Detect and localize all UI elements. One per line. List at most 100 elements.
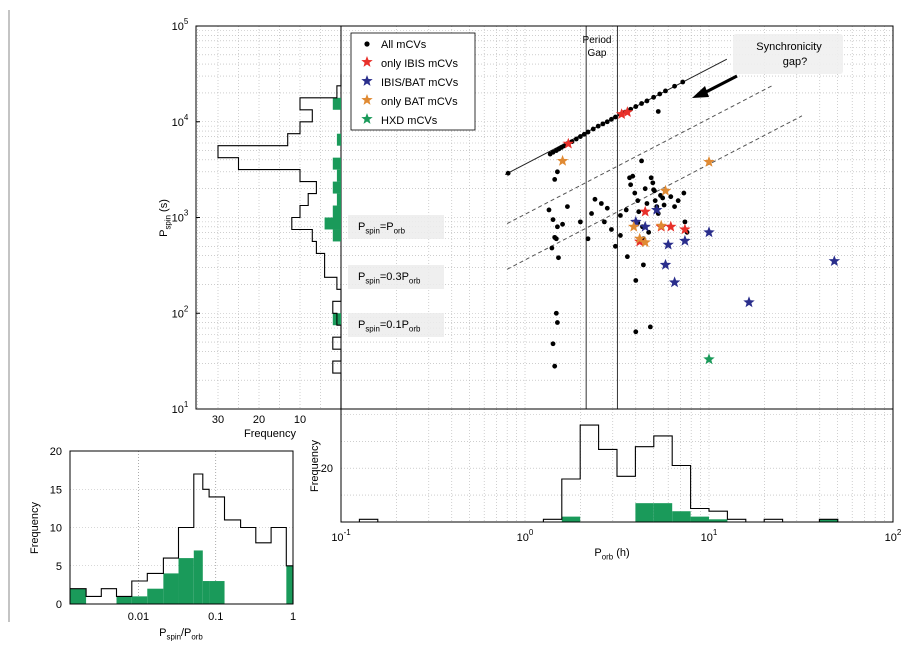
y-tick-label: 105 <box>172 17 189 33</box>
data-point <box>668 194 674 200</box>
x-tick-label: 20 <box>253 414 265 426</box>
data-point <box>585 129 591 135</box>
x-axis-label: Frequency <box>244 428 296 440</box>
reference-label-box <box>348 215 444 239</box>
x-tick-label: 0.1 <box>208 611 223 623</box>
data-point-star <box>630 215 642 227</box>
data-point <box>636 209 642 215</box>
data-point <box>651 187 657 193</box>
data-point <box>550 341 556 347</box>
reference-label-box <box>348 313 444 337</box>
legend-entry: IBIS/BAT mCVs <box>381 77 459 89</box>
data-point <box>633 278 639 283</box>
hxd-bar <box>332 181 341 194</box>
data-point <box>680 79 686 85</box>
hxd-bar <box>332 97 341 110</box>
hxd-bar <box>653 503 673 522</box>
data-point-star <box>628 220 640 232</box>
bottom-frame <box>340 408 894 523</box>
y-axis-label: Pspin (s) <box>158 199 172 237</box>
data-point-star <box>634 232 646 244</box>
data-point-star <box>639 220 651 232</box>
x-tick-label: 30 <box>212 414 224 426</box>
data-point <box>577 219 583 225</box>
left-frequency-histogram: 30 20 10 Frequency <box>212 73 342 440</box>
data-point <box>546 207 552 213</box>
hxd-bar <box>332 157 341 170</box>
data-point <box>555 224 560 230</box>
main-data-points <box>505 79 841 369</box>
data-point-star <box>621 106 634 117</box>
data-point-star <box>662 238 674 250</box>
legend-marker <box>361 56 373 67</box>
y-tick-label: 102 <box>172 304 189 320</box>
data-point <box>651 94 657 100</box>
data-point-star <box>651 203 663 215</box>
data-point <box>655 109 661 114</box>
data-point <box>552 363 558 369</box>
annotation-label: Synchronicity <box>756 41 822 53</box>
data-point <box>648 175 654 181</box>
legend-entry: HXD mCVs <box>381 115 438 127</box>
data-point-star <box>562 137 574 149</box>
data-point <box>644 98 650 104</box>
all-mcvs-step <box>341 424 893 523</box>
y-tick-label: 103 <box>172 209 189 225</box>
data-point <box>577 134 583 139</box>
data-point <box>550 217 556 223</box>
hxd-bar <box>209 581 225 604</box>
hxd-bar <box>709 519 728 522</box>
hxd-bar <box>286 565 293 604</box>
data-point <box>639 101 644 106</box>
legend-entry: only BAT mCVs <box>381 96 458 108</box>
reference-line-label: Pspin=0.3Porb <box>358 271 421 285</box>
data-point-star <box>668 276 681 288</box>
data-point <box>613 243 618 249</box>
data-point <box>573 136 579 142</box>
data-point <box>609 116 614 122</box>
data-point <box>555 320 560 325</box>
reference-line <box>506 85 773 225</box>
data-point <box>661 202 667 208</box>
all-mcvs-step <box>217 73 342 409</box>
data-point <box>633 104 639 109</box>
legend-marker <box>364 41 370 47</box>
data-point <box>601 219 607 225</box>
legend: All mCVs only IBIS mCVs IBIS/BAT mCVs only … <box>350 32 476 131</box>
data-point <box>642 186 648 192</box>
data-point <box>672 83 677 89</box>
period-gap-label: Gap <box>588 48 607 59</box>
annotation-arrowhead <box>692 86 709 98</box>
data-point <box>613 114 618 120</box>
x-tick-label: 100 <box>517 528 534 544</box>
data-point <box>598 201 604 206</box>
data-point-star <box>615 108 628 119</box>
data-point-star <box>703 226 715 238</box>
data-point <box>672 204 677 209</box>
data-point <box>589 211 594 216</box>
data-point-star <box>743 296 755 308</box>
hxd-bar <box>336 193 341 206</box>
y-tick-label: 101 <box>172 400 189 416</box>
x-axis-label: Porb (h) <box>594 547 629 561</box>
data-point <box>630 173 636 179</box>
legend-entry: All mCVs <box>381 39 427 51</box>
hxd-bar <box>202 581 210 604</box>
data-point <box>657 91 663 97</box>
data-point <box>624 254 630 260</box>
data-point <box>505 170 511 176</box>
hxd-bar <box>690 516 709 522</box>
data-point <box>675 198 681 204</box>
data-point <box>555 169 560 175</box>
data-point-star <box>679 234 691 246</box>
y-tick-label: 5 <box>56 561 62 573</box>
data-point-star <box>655 219 667 231</box>
data-point <box>590 126 596 132</box>
hxd-bar <box>672 511 691 522</box>
data-point <box>618 233 623 238</box>
period-gap-label: Period <box>583 35 612 46</box>
data-point <box>600 121 606 127</box>
legend-marker <box>361 75 373 86</box>
data-point-star <box>665 220 677 232</box>
data-point-star <box>556 154 569 166</box>
